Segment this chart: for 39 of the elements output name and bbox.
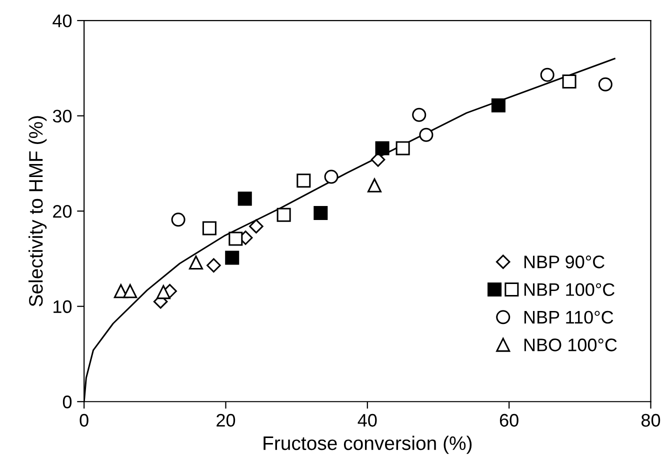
x-tick-label: 60 xyxy=(500,414,518,427)
point xyxy=(202,221,216,236)
point xyxy=(412,108,426,122)
legend-label: NBP 110°C xyxy=(524,310,614,324)
y-tick-label: 40 xyxy=(52,14,72,28)
point xyxy=(156,285,170,300)
point xyxy=(324,170,338,184)
point xyxy=(171,212,186,227)
point xyxy=(238,192,252,206)
point xyxy=(562,74,576,89)
y-tick-label: 20 xyxy=(53,205,72,218)
point xyxy=(249,219,264,234)
x-tick-label: 40 xyxy=(358,414,377,427)
point xyxy=(540,68,554,82)
y-tick-label: 10 xyxy=(54,300,72,314)
point xyxy=(396,141,410,156)
x-tick-label: 0 xyxy=(80,414,88,427)
point xyxy=(491,98,506,112)
point xyxy=(188,256,204,270)
point xyxy=(314,206,328,220)
point xyxy=(419,128,434,142)
point xyxy=(375,141,390,156)
legend-label: NBP 100°C xyxy=(524,283,614,296)
x-tick-label: 80 xyxy=(641,414,660,427)
legend-label: NBO 100°C xyxy=(524,338,617,352)
y-axis-title: Selectivity to HMF (%) xyxy=(28,116,47,306)
x-tick-label: 20 xyxy=(216,414,236,427)
y-tick-label: 30 xyxy=(52,110,72,123)
x-axis-title: Fructose conversion (%) xyxy=(264,436,472,454)
point xyxy=(206,258,221,273)
y-tick-label: 0 xyxy=(62,396,72,408)
point xyxy=(296,174,311,188)
point xyxy=(598,77,612,92)
point xyxy=(225,250,240,265)
point xyxy=(228,232,243,246)
point xyxy=(123,284,138,298)
point xyxy=(276,208,291,222)
legend-label: NBP 90°C xyxy=(524,256,604,268)
point xyxy=(367,178,382,192)
